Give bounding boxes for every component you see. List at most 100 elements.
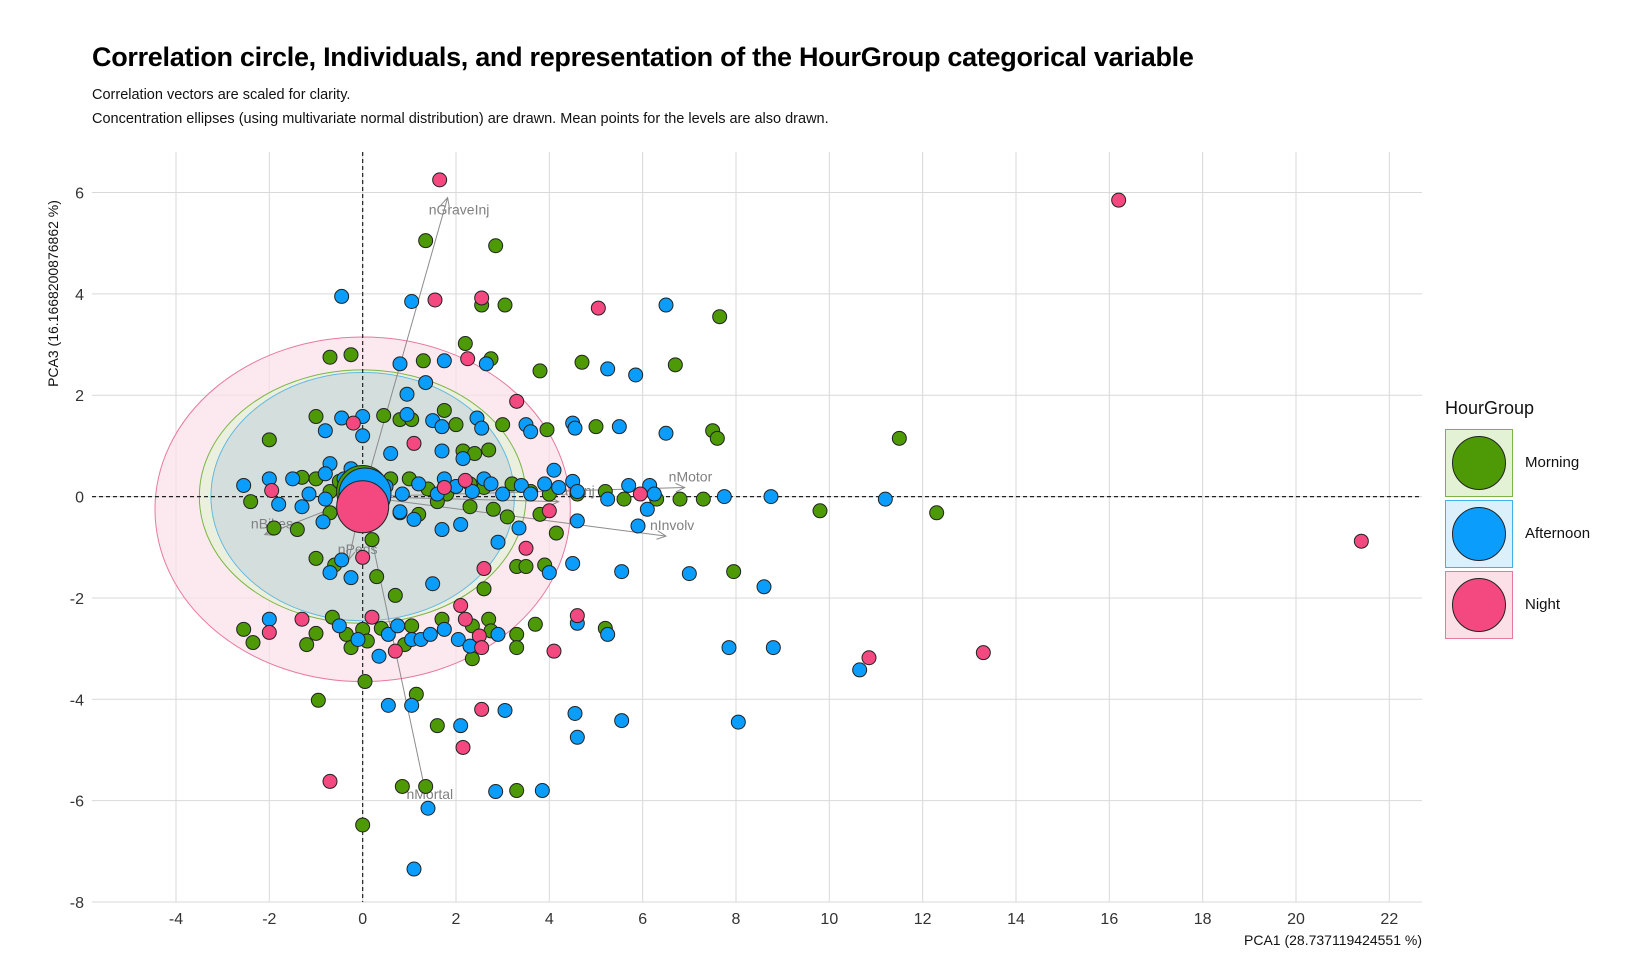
point-night [509,393,525,409]
point-night [261,624,277,640]
point-afternoon [495,486,511,502]
point-morning [532,363,548,379]
point-afternoon [380,626,396,642]
point-morning [462,499,478,515]
point-morning [499,509,515,525]
point-night [1111,192,1127,208]
point-afternoon [541,565,557,581]
point-afternoon [721,640,737,656]
point-afternoon [614,564,630,580]
point-afternoon [294,499,310,515]
point-afternoon [569,484,585,500]
vector-label: nMotor [669,468,713,484]
point-afternoon [271,496,287,512]
point-afternoon [261,611,277,627]
point-morning [667,357,683,373]
x-axis-label: PCA1 (28.737119424551 %) [1244,932,1422,948]
point-night [541,503,557,519]
vector-arrowhead [440,196,450,208]
x-tick-label: 18 [1194,911,1212,928]
point-morning [616,491,632,507]
y-tick-label: -2 [70,591,84,608]
x-tick-label: 22 [1380,911,1398,928]
point-night [436,479,452,495]
y-tick-label: 6 [75,186,84,203]
point-afternoon [411,476,427,492]
point-night [1353,533,1369,549]
point-afternoon [614,713,630,729]
point-night [387,643,403,659]
point-morning [509,640,525,656]
point-afternoon [658,425,674,441]
point-afternoon [334,288,350,304]
point-afternoon [658,297,674,313]
point-morning [548,525,564,541]
individual-points [236,172,1369,877]
point-afternoon [350,632,366,647]
point-morning [527,616,543,632]
point-morning [394,778,410,794]
point-morning [588,419,604,435]
point-afternoon [455,451,471,467]
point-afternoon [404,697,420,713]
point-afternoon [434,443,450,459]
point-afternoon [450,632,466,647]
x-tick-label: 8 [732,911,741,928]
x-tick-label: 14 [1007,911,1025,928]
point-night [518,540,534,556]
point-afternoon [371,648,387,664]
point-morning [266,520,282,536]
point-morning [310,692,326,708]
point-afternoon [490,626,506,642]
y-tick-label: 2 [75,388,84,405]
point-night [590,300,606,316]
point-afternoon [418,375,434,391]
point-afternoon [425,576,441,592]
legend: HourGroup Morning Afternoon Night [1445,398,1590,640]
point-morning [436,402,452,418]
legend-swatch-night [1452,577,1506,632]
point-afternoon [600,491,616,507]
point-afternoon [436,353,452,369]
point-morning [418,233,434,249]
point-afternoon [877,491,893,507]
point-afternoon [343,570,359,586]
point-afternoon [639,501,655,517]
point-afternoon [630,518,646,534]
point-morning [495,417,511,433]
point-morning [404,618,420,634]
point-afternoon [474,420,490,436]
point-morning [343,347,359,363]
point-night [345,415,361,431]
point-morning [891,430,907,446]
point-morning [322,349,338,365]
point-afternoon [611,419,627,435]
y-axis-label: PCA3 (16.1668200876862 %) [45,200,61,387]
point-night [457,472,473,488]
x-tick-label: 20 [1287,911,1305,928]
point-night [474,640,490,656]
vector-nGraveInj [362,197,449,497]
point-afternoon [406,861,422,877]
point-morning [457,336,473,352]
point-morning [236,621,252,637]
point-afternoon [852,662,868,678]
x-tick-label: -2 [262,911,276,928]
point-afternoon [600,626,616,642]
point-night [406,435,422,451]
point-afternoon [334,552,350,568]
point-morning [261,432,277,448]
point-afternoon [523,486,539,502]
point-afternoon [537,476,553,492]
point-night [476,561,492,577]
point-afternoon [600,361,616,377]
point-morning [509,783,525,799]
point-night [460,351,476,367]
point-afternoon [380,697,396,713]
point-afternoon [383,446,399,462]
point-afternoon [483,476,499,492]
point-afternoon [646,486,662,502]
point-night [569,608,585,624]
point-morning [476,581,492,597]
